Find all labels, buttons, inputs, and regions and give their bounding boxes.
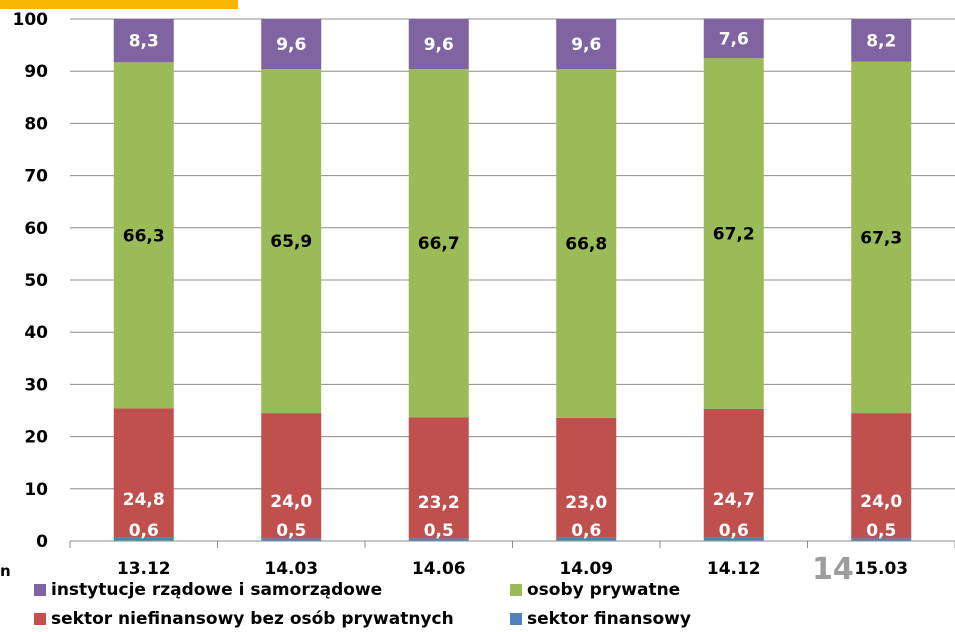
- bar-segment-2-1: [261, 69, 322, 414]
- legend-swatch-government: [34, 584, 46, 596]
- data-label-0-0: 0,6: [129, 521, 159, 541]
- x-tick-label-4: 14.12: [707, 559, 761, 579]
- legend-label-financial: sektor finansowy: [527, 609, 691, 629]
- legend-label-government: instytucje rządowe i samorządowe: [51, 580, 383, 600]
- legend-label-households: osoby prywatne: [527, 580, 681, 600]
- bar-segment-3-5: [851, 19, 912, 62]
- data-label-3-5: 8,2: [866, 31, 896, 51]
- data-label-3-4: 7,6: [719, 29, 749, 49]
- bar-segment-2-5: [851, 61, 912, 414]
- data-label-2-3: 66,8: [565, 234, 607, 254]
- legend-swatch-households: [510, 584, 522, 596]
- y-tick-label-0: 0: [36, 532, 48, 552]
- legend-item-households: osoby prywatne: [510, 580, 680, 600]
- bar-segment-1-4: [703, 408, 764, 538]
- y-tick-label-6: 60: [24, 219, 48, 239]
- data-label-3-0: 8,3: [129, 32, 159, 52]
- data-label-0-1: 0,5: [276, 521, 306, 541]
- data-label-1-2: 23,2: [418, 493, 460, 513]
- data-label-0-4: 0,6: [719, 521, 749, 541]
- clipped-text-fragment: n: [0, 562, 11, 580]
- bar-segment-0-2: [408, 538, 469, 541]
- top-accent-stripe: [0, 0, 238, 9]
- bar-segment-3-0: [113, 19, 174, 63]
- bar-segment-3-2: [408, 19, 469, 70]
- data-label-1-5: 24,0: [860, 492, 902, 512]
- page-number: 14: [812, 552, 854, 587]
- data-label-0-3: 0,6: [571, 521, 601, 541]
- x-tick-label-1: 14.03: [264, 559, 318, 579]
- y-tick-label-1: 10: [24, 480, 48, 500]
- y-tick-label-4: 40: [24, 323, 48, 343]
- x-tick-label-3: 14.09: [559, 559, 613, 579]
- y-tick-label-3: 30: [24, 375, 48, 395]
- y-tick-label-7: 70: [24, 167, 48, 187]
- x-tick-label-5: 15.03: [854, 559, 908, 579]
- bar-segment-3-4: [703, 18, 764, 59]
- legend-item-financial: sektor finansowy: [510, 609, 691, 629]
- bar-segment-0-3: [556, 537, 617, 541]
- data-label-2-5: 67,3: [860, 228, 902, 248]
- bar-segment-0-0: [113, 537, 174, 541]
- bar-segment-1-2: [408, 417, 469, 539]
- data-label-1-0: 24,8: [123, 490, 165, 510]
- legend-item-nonfinancial: sektor niefinansowy bez osób prywatnych: [34, 609, 454, 629]
- bar-segment-1-5: [851, 413, 912, 539]
- bar-segment-2-0: [113, 62, 174, 409]
- bar-segment-3-3: [556, 19, 617, 70]
- legend-label-nonfinancial: sektor niefinansowy bez osób prywatnych: [51, 609, 454, 629]
- y-tick-label-9: 90: [24, 62, 48, 82]
- bar-segment-1-1: [261, 413, 322, 539]
- data-label-0-2: 0,5: [424, 521, 454, 541]
- data-label-3-3: 9,6: [571, 35, 601, 55]
- y-tick-label-2: 20: [24, 428, 48, 448]
- data-label-3-1: 9,6: [276, 35, 306, 55]
- y-tick-label-10: 100: [13, 10, 49, 30]
- data-label-1-1: 24,0: [270, 492, 312, 512]
- bar-segment-2-2: [408, 69, 469, 418]
- bar-segment-2-3: [556, 69, 617, 418]
- data-label-1-3: 23,0: [565, 493, 607, 513]
- data-label-2-4: 67,2: [713, 225, 755, 245]
- data-label-0-5: 0,5: [866, 521, 896, 541]
- data-label-2-1: 65,9: [270, 232, 312, 252]
- data-label-3-2: 9,6: [424, 35, 454, 55]
- y-tick-label-5: 50: [24, 271, 48, 291]
- bar-segment-3-1: [261, 19, 322, 70]
- data-label-2-0: 66,3: [123, 226, 165, 246]
- x-tick-label-2: 14.06: [412, 559, 466, 579]
- bar-segment-1-3: [556, 417, 617, 538]
- legend-swatch-nonfinancial: [34, 613, 46, 625]
- bar-segment-0-1: [261, 538, 322, 541]
- legend-swatch-financial: [510, 613, 522, 625]
- legend-item-government: instytucje rządowe i samorządowe: [34, 580, 382, 600]
- x-tick-label-0: 13.12: [117, 559, 171, 579]
- bar-segment-0-4: [703, 537, 764, 541]
- y-tick-label-8: 80: [24, 114, 48, 134]
- data-label-2-2: 66,7: [418, 234, 460, 254]
- data-label-1-4: 24,7: [713, 490, 755, 510]
- bar-segment-1-0: [113, 408, 174, 538]
- bar-segment-2-4: [703, 58, 764, 409]
- bar-segment-0-5: [851, 538, 912, 541]
